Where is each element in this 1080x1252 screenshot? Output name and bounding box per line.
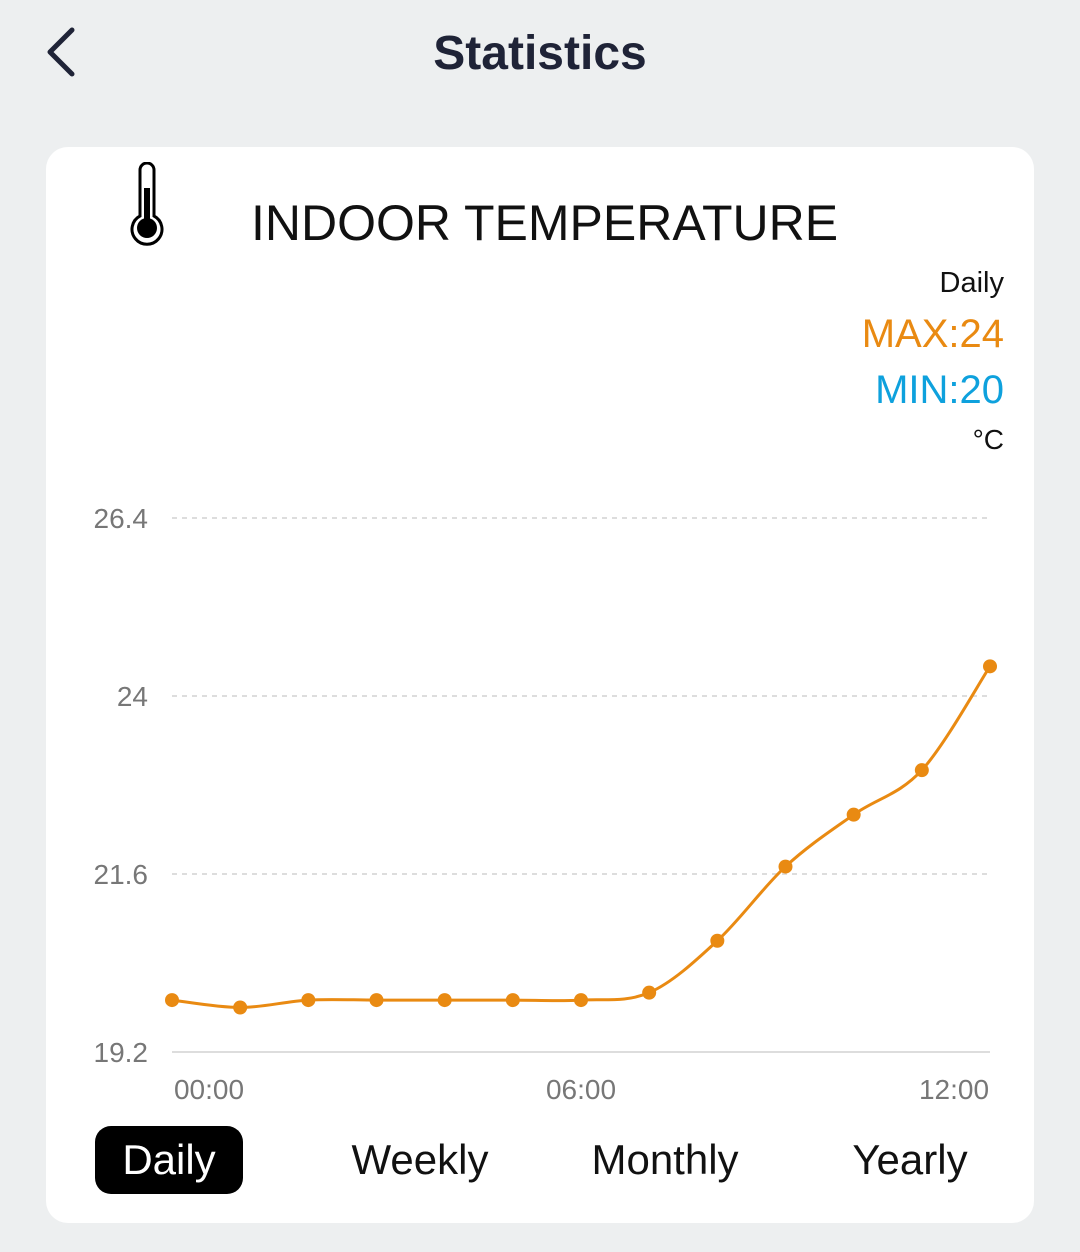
y-tick-label: 21.6 — [94, 859, 149, 890]
data-point — [165, 993, 179, 1008]
tab-yearly[interactable]: Yearly — [852, 1136, 968, 1183]
data-point — [778, 859, 793, 874]
y-tick-label: 24 — [117, 681, 148, 712]
x-tick-label: 00:00 — [174, 1074, 244, 1105]
data-point — [437, 993, 452, 1008]
tab-weekly[interactable]: Weekly — [351, 1136, 489, 1183]
thermometer-icon — [130, 162, 164, 246]
data-point — [642, 985, 657, 1000]
tab-monthly[interactable]: Monthly — [591, 1136, 739, 1183]
x-tick-label: 12:00 — [919, 1074, 989, 1105]
data-point — [914, 763, 929, 778]
data-point — [369, 993, 384, 1008]
card-title: INDOOR TEMPERATURE — [251, 195, 839, 251]
data-point — [983, 659, 997, 674]
data-point — [574, 993, 588, 1008]
series-line — [171, 665, 992, 1010]
min-label: MIN:20 — [875, 368, 1004, 412]
data-point — [505, 993, 520, 1008]
temperature-chart: 19.2 21.6 24 26.4 00:00 06:00 12:00 — [94, 503, 997, 1105]
period-tabs: Daily Weekly Monthly Yearly — [95, 1126, 995, 1194]
data-point — [846, 807, 861, 822]
back-button[interactable] — [40, 22, 90, 82]
data-point — [710, 933, 725, 948]
chevron-left-icon — [47, 27, 75, 77]
page-title: Statistics — [433, 27, 647, 80]
period-label: Daily — [939, 267, 1004, 299]
data-point — [233, 1000, 248, 1015]
y-tick-label: 26.4 — [94, 503, 149, 534]
unit-label: °C — [972, 424, 1004, 455]
tab-daily[interactable]: Daily — [95, 1126, 243, 1194]
y-tick-label: 19.2 — [94, 1037, 149, 1068]
max-label: MAX:24 — [861, 312, 1004, 356]
temperature-card — [46, 147, 1034, 1223]
x-tick-label: 06:00 — [546, 1074, 616, 1105]
data-point — [301, 993, 316, 1008]
